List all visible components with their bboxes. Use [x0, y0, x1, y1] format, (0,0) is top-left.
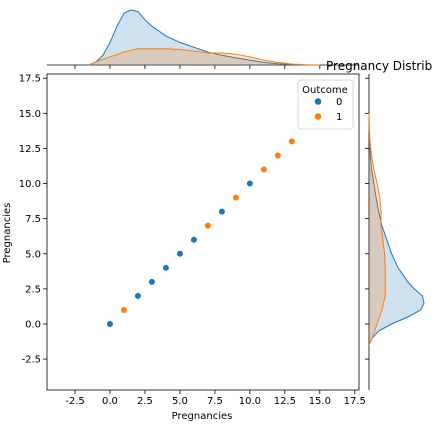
- scatter-point-outcome-0: [218, 208, 226, 216]
- x-tick-label: 10.0: [239, 396, 261, 407]
- y-tick-label: 15.0: [19, 109, 41, 120]
- scatter-point-outcome-0: [176, 250, 184, 258]
- legend-marker-outcome-0: [314, 98, 322, 105]
- x-tick-label: 17.5: [344, 396, 366, 407]
- y-tick-label: 17.5: [19, 74, 41, 85]
- scatter-point-outcome-1: [274, 151, 282, 160]
- top-density-fill-outcome-1: [89, 48, 320, 65]
- y-tick-label: 5.0: [25, 249, 41, 260]
- right-density-fill-outcome-0: [369, 127, 424, 346]
- x-tick-label: 15.0: [309, 396, 331, 407]
- scatter-point-outcome-0: [246, 179, 254, 188]
- x-tick-label: 0.0: [102, 396, 118, 407]
- scatter-point-outcome-1: [288, 137, 296, 146]
- scatter-point-outcome-1: [120, 306, 128, 314]
- top-marginal-density: [47, 9, 359, 69]
- x-tick-label: -2.5: [65, 396, 85, 407]
- legend-frame: [297, 79, 354, 130]
- x-tick-label: 5.0: [172, 396, 188, 407]
- legend-title: Outcome: [302, 85, 348, 96]
- scatter-point-outcome-1: [204, 222, 212, 230]
- scatter-point-outcome-1: [260, 165, 268, 174]
- legend-marker-outcome-1: [314, 113, 322, 120]
- y-tick-label: 2.5: [25, 284, 41, 295]
- scatter-point-outcome-0: [190, 236, 198, 244]
- right-density-line-outcome-1: [368, 113, 386, 346]
- plot-frame: [46, 73, 360, 391]
- y-tick-label: 0.0: [25, 319, 41, 330]
- y-tick-label: 12.5: [19, 144, 41, 155]
- top-density-fill-outcome-0: [89, 10, 306, 65]
- y-tick-label: 10.0: [19, 179, 41, 190]
- y-tick-label: 7.5: [25, 214, 41, 225]
- legend: Outcome 0 1: [297, 79, 354, 130]
- top-density-line-outcome-1: [88, 48, 320, 66]
- scatter-point-outcome-0: [106, 320, 114, 328]
- chart-title: Pregnancy Distrib: [326, 59, 432, 73]
- y-tick-label: -2.5: [21, 355, 41, 366]
- right-density-line-outcome-0: [368, 127, 425, 346]
- x-tick-label: 7.5: [207, 396, 223, 407]
- scatter-point-outcome-0: [148, 278, 156, 286]
- x-tick-label: 2.5: [137, 396, 153, 407]
- legend-label-outcome-1: 1: [336, 112, 342, 123]
- right-density-fill-outcome-1: [369, 113, 386, 346]
- y-axis-label: Pregnancies: [2, 203, 13, 264]
- x-axis-label: Pregnancies: [172, 411, 233, 422]
- scatter-point-outcome-1: [232, 193, 240, 202]
- scatter-point-outcome-0: [162, 264, 170, 272]
- right-marginal-density: [365, 74, 425, 390]
- legend-label-outcome-0: 0: [336, 97, 342, 108]
- top-density-line-outcome-0: [88, 9, 306, 66]
- x-tick-label: 12.5: [274, 396, 296, 407]
- main-scatter-axes: -2.5 0.0 2.5 5.0 7.5 10.0 12.5 15.0 17.5-2.50.02…: [19, 73, 366, 407]
- scatter-point-outcome-0: [134, 292, 142, 300]
